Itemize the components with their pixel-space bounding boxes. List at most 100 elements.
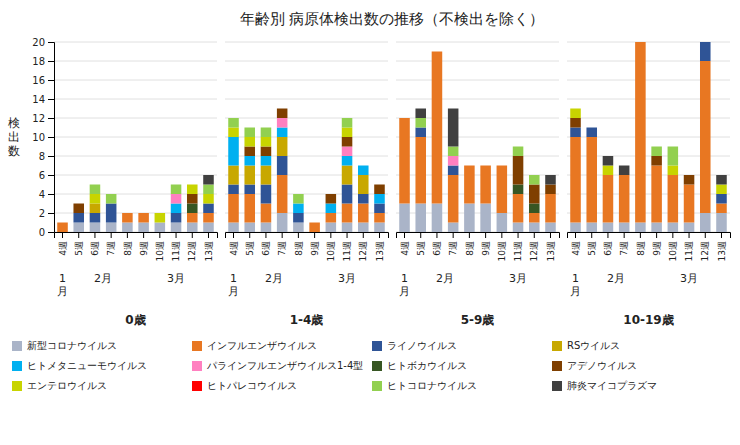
bar-segment	[358, 223, 369, 233]
y-tick-mark	[48, 80, 54, 81]
bar-segment	[464, 165, 475, 166]
y-tick-mark	[48, 156, 54, 157]
x-tick-mark	[436, 232, 437, 238]
bar-segment	[171, 223, 182, 233]
bar-segment	[684, 175, 695, 176]
x-tick-mark	[453, 232, 454, 238]
bar-segment	[464, 165, 475, 166]
x-tick-mark	[265, 232, 266, 238]
month-label: 2月	[94, 272, 112, 285]
legend-label: パラインフルエンザウイルス1-4型	[206, 360, 363, 371]
y-tick: 14	[32, 94, 54, 105]
bar-segment	[464, 165, 475, 166]
x-tick-label: 11週	[171, 241, 181, 261]
bar-segment	[570, 128, 581, 138]
bar-segment	[635, 42, 646, 43]
text-line: 2月	[94, 272, 112, 285]
bar-segment	[374, 184, 385, 185]
bar-segment	[432, 51, 443, 52]
bar-segment	[529, 213, 540, 223]
text-line: 2月	[436, 272, 454, 285]
bar-segment	[122, 213, 133, 214]
bar-segment	[448, 223, 459, 233]
bar-segment	[700, 42, 711, 43]
bar-segment	[122, 213, 133, 214]
x-axis: 4週5週6週7週8週9週10週11週12週13週	[55, 232, 218, 261]
y-tick-mark	[48, 213, 54, 214]
x-tick-mark	[249, 232, 250, 238]
bar-segment	[480, 165, 491, 166]
bar-segment	[529, 223, 540, 233]
bar-segment	[277, 108, 288, 109]
bar-segment	[342, 185, 353, 204]
x-tick-label: 4週	[571, 241, 581, 256]
x-tick: 13週	[717, 232, 727, 261]
text-line: 2月	[265, 272, 283, 285]
bar-segment	[497, 165, 508, 166]
bar-segment	[570, 108, 581, 109]
bar-segment	[122, 213, 133, 214]
text-line: 検	[8, 115, 20, 129]
legend-swatch	[372, 381, 382, 391]
text-line: 3月	[680, 272, 698, 285]
legend-label: ライノウイルス	[387, 340, 457, 351]
x-tick-mark	[314, 232, 315, 238]
bar-segment	[684, 175, 695, 185]
x-tick: 9週	[481, 232, 491, 256]
bar-segment	[138, 213, 149, 214]
legend-swatch	[192, 341, 202, 351]
bar-segment	[293, 223, 304, 233]
bar-segment	[309, 222, 320, 223]
grid-line	[54, 42, 217, 43]
x-tick-mark	[721, 232, 722, 238]
bar-segment	[203, 204, 214, 214]
x-tick-label: 12週	[187, 241, 197, 261]
x-tick: 9週	[310, 232, 320, 256]
bar-segment	[635, 42, 646, 43]
x-tick: 5週	[74, 232, 84, 256]
y-tick-mark	[48, 61, 54, 62]
bar-segment	[497, 165, 508, 166]
x-tick-mark	[575, 232, 576, 238]
bar-segment	[203, 194, 214, 204]
bar-segment	[635, 42, 646, 43]
month-label: 1月	[399, 272, 410, 298]
x-tick: 8週	[123, 232, 133, 256]
x-tick: 5週	[587, 232, 597, 256]
x-tick-label: 8週	[465, 241, 475, 256]
legend-label: アデノウイルス	[567, 360, 637, 371]
bar-segment	[138, 213, 149, 214]
bar-segment	[586, 127, 597, 128]
x-tick-label: 11週	[513, 241, 523, 261]
x-tick-label: 10週	[497, 241, 507, 261]
bar-series	[73, 194, 197, 213]
x-tick-mark	[298, 232, 299, 238]
bar-segment	[497, 165, 508, 166]
legend-swatch	[192, 381, 202, 391]
grid-line	[54, 99, 217, 100]
x-tick-mark	[78, 232, 79, 238]
bar-segment	[448, 156, 459, 166]
bar-segment	[203, 185, 214, 195]
bar-segment	[261, 137, 272, 147]
bar-segment	[716, 204, 727, 214]
text-line: 3月	[338, 272, 356, 285]
bar-segment	[228, 118, 239, 119]
bar-segment	[277, 109, 288, 119]
bar-segment	[342, 223, 353, 233]
bar-segment	[228, 185, 239, 195]
bar-segment	[244, 156, 255, 166]
grid	[54, 42, 217, 232]
bar-segment	[228, 166, 239, 185]
month-label: 3月	[509, 272, 527, 285]
bar-segment	[374, 223, 385, 233]
bar-segment	[545, 185, 556, 195]
bar-segment	[651, 147, 662, 157]
bar-segment	[342, 166, 353, 185]
bar-series	[603, 156, 727, 185]
bar-segment	[277, 213, 288, 232]
text-line: 数	[8, 144, 20, 158]
x-tick-label: 10週	[668, 241, 678, 261]
bar-segment	[448, 109, 459, 147]
bar-segment	[358, 175, 369, 194]
